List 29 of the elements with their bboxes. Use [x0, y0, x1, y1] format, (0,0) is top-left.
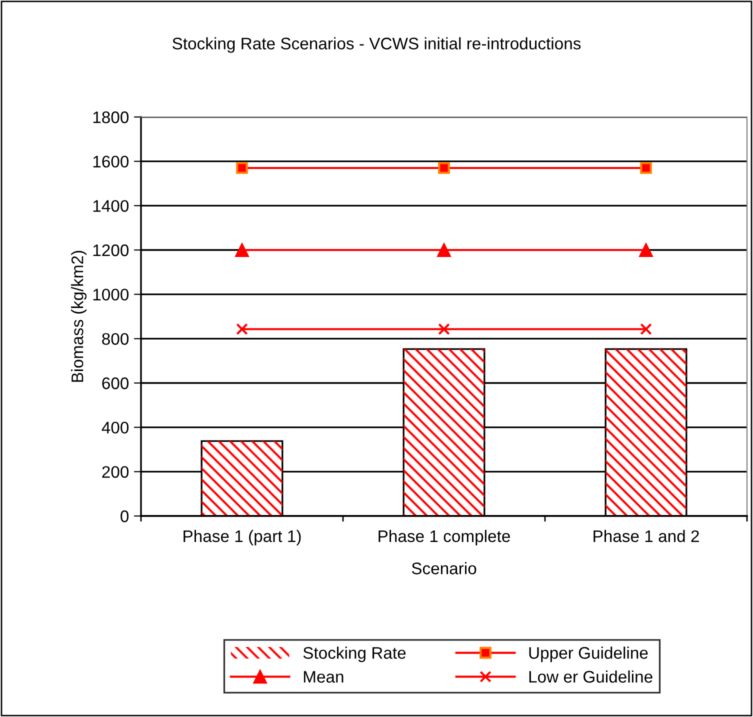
- y-tick-label: 0: [120, 510, 129, 522]
- y-tick-label: 1800: [93, 111, 129, 124]
- legend-label: Low er Guideline: [529, 670, 652, 683]
- legend-label: Stocking Rate: [303, 646, 406, 662]
- chart-title: Stocking Rate Scenarios - VCWS initial re-introductions: [172, 37, 581, 53]
- y-tick-label: 400: [102, 422, 129, 434]
- y-tick-label: 1400: [93, 200, 129, 212]
- y-tick-label: 1600: [93, 156, 129, 168]
- legend-label: Mean: [304, 671, 344, 683]
- y-tick-label: 800: [102, 333, 129, 345]
- point: [236, 162, 248, 174]
- y-tick-label: 1000: [93, 288, 129, 301]
- point: [640, 323, 652, 336]
- x-tick-label: Phase 1 and 2: [594, 530, 699, 542]
- y-tick-label: 600: [102, 377, 129, 390]
- point: [437, 243, 451, 257]
- legend-label: Upper Guideline: [529, 646, 648, 662]
- y-tick-label: 1200: [93, 244, 129, 256]
- point: [235, 243, 249, 257]
- point: [640, 162, 652, 174]
- x-tick-label: Phase 1 complete: [378, 530, 510, 546]
- point: [639, 243, 653, 257]
- x-tick-label: Phase 1 (part 1): [184, 530, 301, 546]
- point: [438, 162, 450, 174]
- x-axis-title: Scenario: [412, 562, 476, 574]
- y-tick-label: 200: [102, 466, 129, 478]
- point: [236, 323, 248, 336]
- point: [438, 323, 450, 336]
- y-axis-title: Biomass (kg/km2): [71, 250, 87, 382]
